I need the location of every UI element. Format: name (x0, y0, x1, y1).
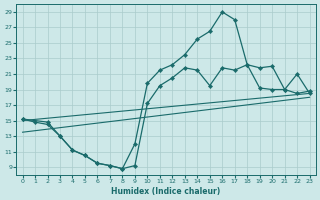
X-axis label: Humidex (Indice chaleur): Humidex (Indice chaleur) (111, 187, 221, 196)
